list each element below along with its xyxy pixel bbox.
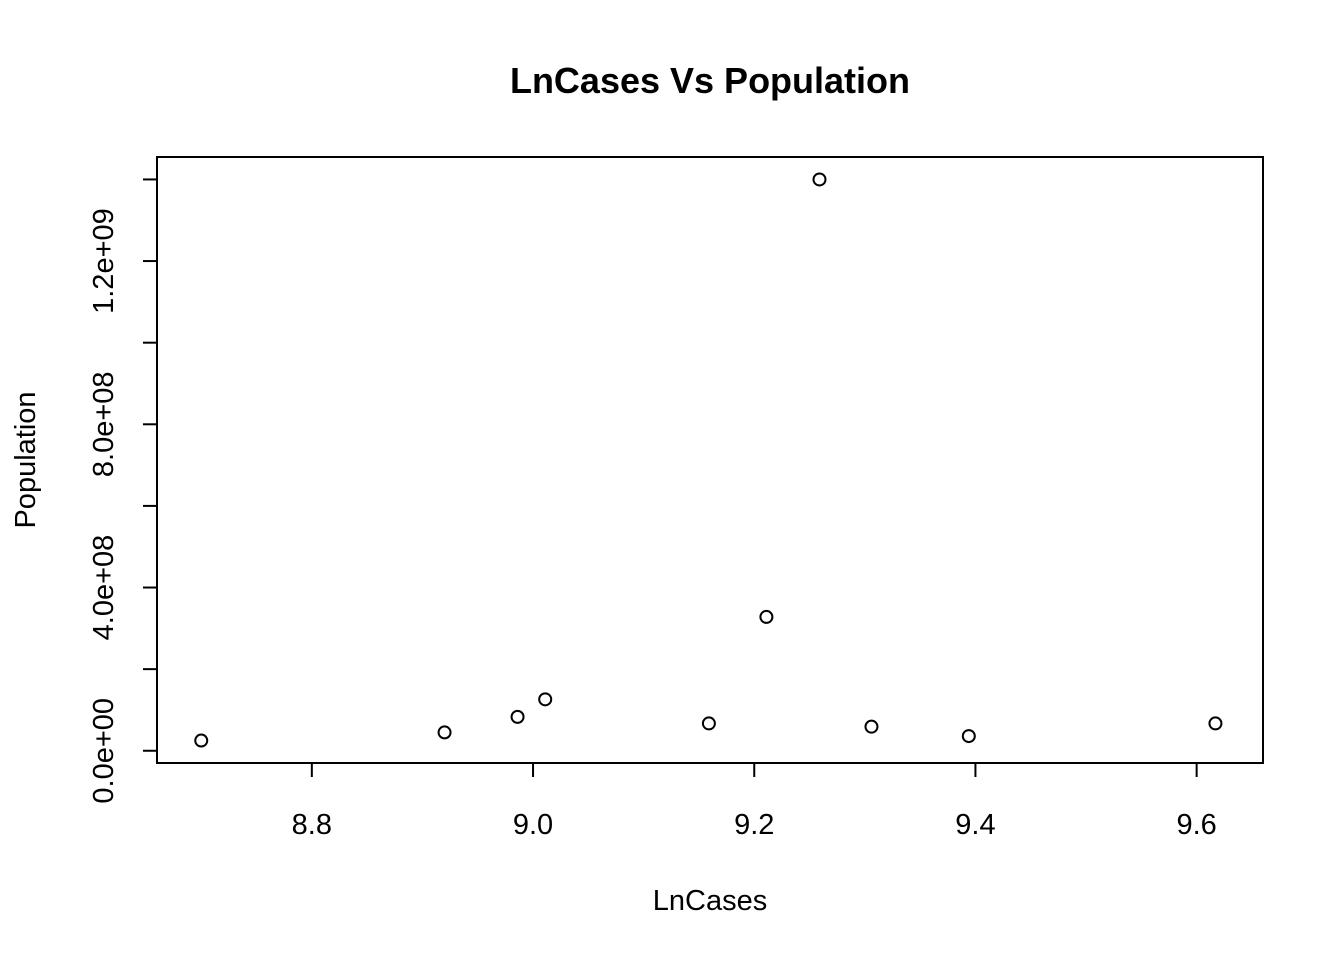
y-tick-label: 0.0e+00 [88, 698, 120, 804]
data-point [538, 692, 553, 707]
y-tick-label: 1.2e+09 [88, 208, 120, 314]
x-tick-label: 9.2 [734, 809, 774, 841]
data-point [701, 716, 716, 731]
y-tick-label: 4.0e+08 [88, 535, 120, 641]
x-tick-label: 9.0 [513, 809, 553, 841]
x-axis: 8.8 9.0 9.2 9.4 9.6 [292, 763, 1217, 841]
y-axis-label: Population [10, 391, 42, 528]
data-point [194, 733, 209, 748]
data-point [1208, 716, 1223, 731]
data-point [812, 172, 827, 187]
data-point [510, 709, 525, 724]
x-tick-label: 9.4 [955, 809, 995, 841]
x-tick-label: 8.8 [292, 809, 332, 841]
x-axis-label: LnCases [653, 885, 767, 917]
data-point [961, 729, 976, 744]
x-tick-label: 9.6 [1176, 809, 1216, 841]
y-tick-label: 8.0e+08 [88, 371, 120, 477]
chart-title: LnCases Vs Population [510, 60, 910, 101]
data-points [194, 172, 1223, 748]
data-point [759, 609, 774, 624]
data-point [864, 719, 879, 734]
data-point [437, 725, 452, 740]
y-axis: 0.0e+00 4.0e+08 8.0e+08 1.2e+09 [88, 178, 157, 804]
plot-frame [156, 156, 1264, 764]
